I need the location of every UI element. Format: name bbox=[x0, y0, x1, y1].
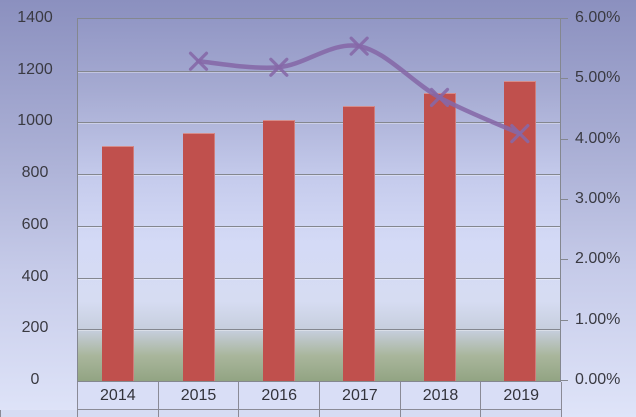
left-axis-tick-label: 600 bbox=[21, 215, 49, 233]
plot-area bbox=[77, 18, 561, 382]
bar-2015 bbox=[182, 132, 215, 381]
gridline bbox=[78, 122, 560, 124]
category-cell-2014: 2014 bbox=[77, 382, 158, 409]
right-axis-tick bbox=[561, 18, 568, 19]
bar-2014 bbox=[102, 145, 135, 381]
right-axis-tick-label: 2.00% bbox=[575, 250, 621, 268]
right-axis-tick-label: 5.00% bbox=[575, 69, 621, 87]
right-axis-tick-label: 0.00% bbox=[575, 371, 621, 388]
right-axis-tick bbox=[561, 78, 568, 80]
left-axis-tick-label: 800 bbox=[21, 164, 49, 182]
right-axis-tick-label: 3.00% bbox=[575, 190, 621, 207]
left-axis-tick-label: 0 bbox=[30, 371, 40, 388]
table-cell bbox=[399, 410, 481, 417]
right-axis-tick bbox=[561, 138, 568, 140]
table-cell bbox=[77, 410, 158, 417]
right-axis-tick bbox=[561, 380, 568, 381]
gridline bbox=[78, 225, 560, 227]
left-axis-tick-label: 400 bbox=[21, 267, 49, 285]
table-cell bbox=[319, 410, 400, 417]
right-axis-tick bbox=[561, 199, 568, 200]
line-series-layer bbox=[188, 36, 530, 144]
gridline bbox=[78, 329, 560, 331]
gridline bbox=[78, 174, 560, 176]
right-axis-tick-label: 1.00% bbox=[575, 310, 621, 328]
right-axis-tick bbox=[561, 259, 568, 261]
x-markers bbox=[188, 36, 530, 144]
category-cell-2019: 2019 bbox=[480, 382, 563, 409]
table-cell bbox=[480, 410, 563, 417]
table-cell bbox=[157, 410, 239, 417]
category-axis-band: 2014 2015 2016 2017 2018 2019 bbox=[77, 382, 563, 410]
left-axis-tick-label: 1200 bbox=[17, 60, 53, 78]
category-cell-2016: 2016 bbox=[238, 382, 319, 409]
category-cell-2018: 2018 bbox=[399, 382, 481, 409]
data-table-partial-row bbox=[0, 410, 563, 417]
growth-rate-line bbox=[196, 43, 523, 136]
gridline bbox=[78, 70, 560, 72]
left-axis-tick-label: 200 bbox=[21, 319, 49, 337]
table-row-header-cell bbox=[0, 410, 77, 417]
bar-2018 bbox=[423, 92, 456, 381]
right-axis-tick bbox=[561, 319, 568, 321]
table-cell bbox=[238, 410, 319, 417]
category-cell-2015: 2015 bbox=[157, 382, 239, 409]
gridline bbox=[78, 277, 560, 279]
left-axis-tick-label: 1400 bbox=[17, 9, 53, 26]
left-axis-tick-label: 1000 bbox=[17, 112, 53, 130]
right-axis-tick-label: 6.00% bbox=[575, 9, 621, 26]
right-axis-tick-label: 4.00% bbox=[575, 129, 621, 147]
category-cell-2017: 2017 bbox=[319, 382, 400, 409]
bar-2016 bbox=[262, 119, 295, 381]
bar-2017 bbox=[343, 105, 376, 381]
